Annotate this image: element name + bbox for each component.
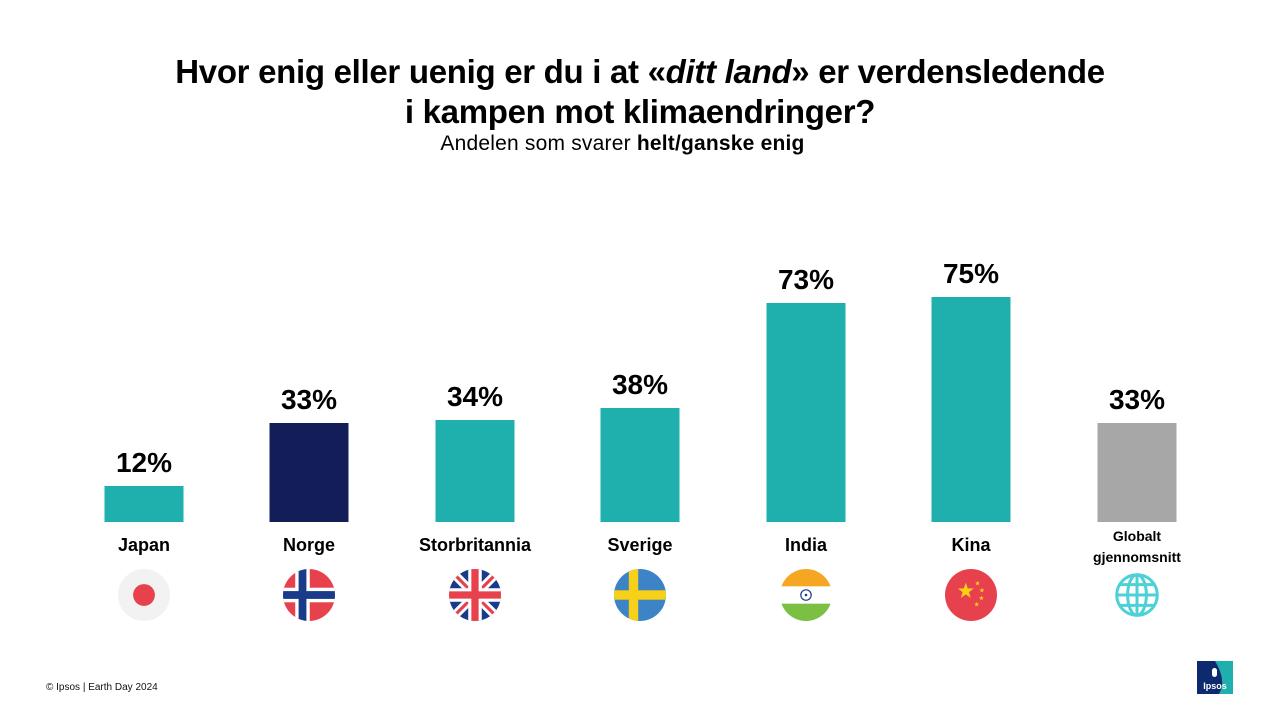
value-label-india: 73% bbox=[778, 264, 834, 295]
china-flag-icon bbox=[945, 569, 997, 621]
logo-text: Ipsos bbox=[1203, 681, 1227, 691]
bar-sverige bbox=[600, 408, 680, 522]
subtitle-bold: helt/ganske enig bbox=[636, 132, 805, 155]
bar-storbritannia bbox=[435, 420, 515, 522]
title-text-b: » er verdensledende bbox=[791, 53, 1105, 90]
category-label-storbritannia: Storbritannia bbox=[419, 535, 532, 555]
category-label-kina: Kina bbox=[951, 535, 991, 555]
india-flag-icon bbox=[780, 569, 832, 621]
bar-globalt-gjennomsnitt bbox=[1097, 423, 1177, 522]
category-label-india: India bbox=[785, 535, 828, 555]
norway-flag-icon bbox=[283, 569, 335, 621]
uk-flag-icon bbox=[449, 569, 501, 621]
globe-icon bbox=[1115, 573, 1159, 617]
value-label-storbritannia: 34% bbox=[447, 381, 503, 412]
category-label-sverige: Sverige bbox=[607, 535, 672, 555]
bar-india bbox=[766, 303, 846, 522]
chart-title: Hvor enig eller uenig er du i at «ditt l… bbox=[0, 52, 1280, 132]
subtitle-normal: Andelen som svarer bbox=[440, 132, 637, 155]
title-line-1: Hvor enig eller uenig er du i at «ditt l… bbox=[0, 52, 1280, 92]
ipsos-logo: Ipsos bbox=[1197, 661, 1233, 694]
chart-subtitle: Andelen som svarer helt/ganske enig bbox=[0, 132, 1245, 156]
japan-flag-icon bbox=[118, 569, 170, 621]
title-text-a: Hvor enig eller uenig er du i at « bbox=[175, 53, 666, 90]
title-line-2: i kampen mot klimaendringer? bbox=[404, 93, 876, 130]
value-label-japan: 12% bbox=[116, 447, 172, 478]
value-label-globalt-gjennomsnitt: 33% bbox=[1109, 384, 1165, 415]
sweden-flag-icon bbox=[614, 569, 666, 621]
bar-japan bbox=[104, 486, 184, 522]
category-label-globalt-gjennomsnitt: Globalt gjennomsnitt bbox=[1093, 528, 1181, 565]
value-label-sverige: 38% bbox=[612, 369, 668, 400]
bar-norge bbox=[269, 423, 349, 522]
copyright-footer: © Ipsos | Earth Day 2024 bbox=[46, 682, 158, 693]
title-text-emphasis: ditt land bbox=[665, 53, 792, 90]
value-label-norge: 33% bbox=[281, 384, 337, 415]
category-label-japan: Japan bbox=[118, 535, 170, 555]
bar-kina bbox=[931, 297, 1011, 522]
value-label-kina: 75% bbox=[943, 258, 999, 289]
category-label-norge: Norge bbox=[283, 535, 335, 555]
